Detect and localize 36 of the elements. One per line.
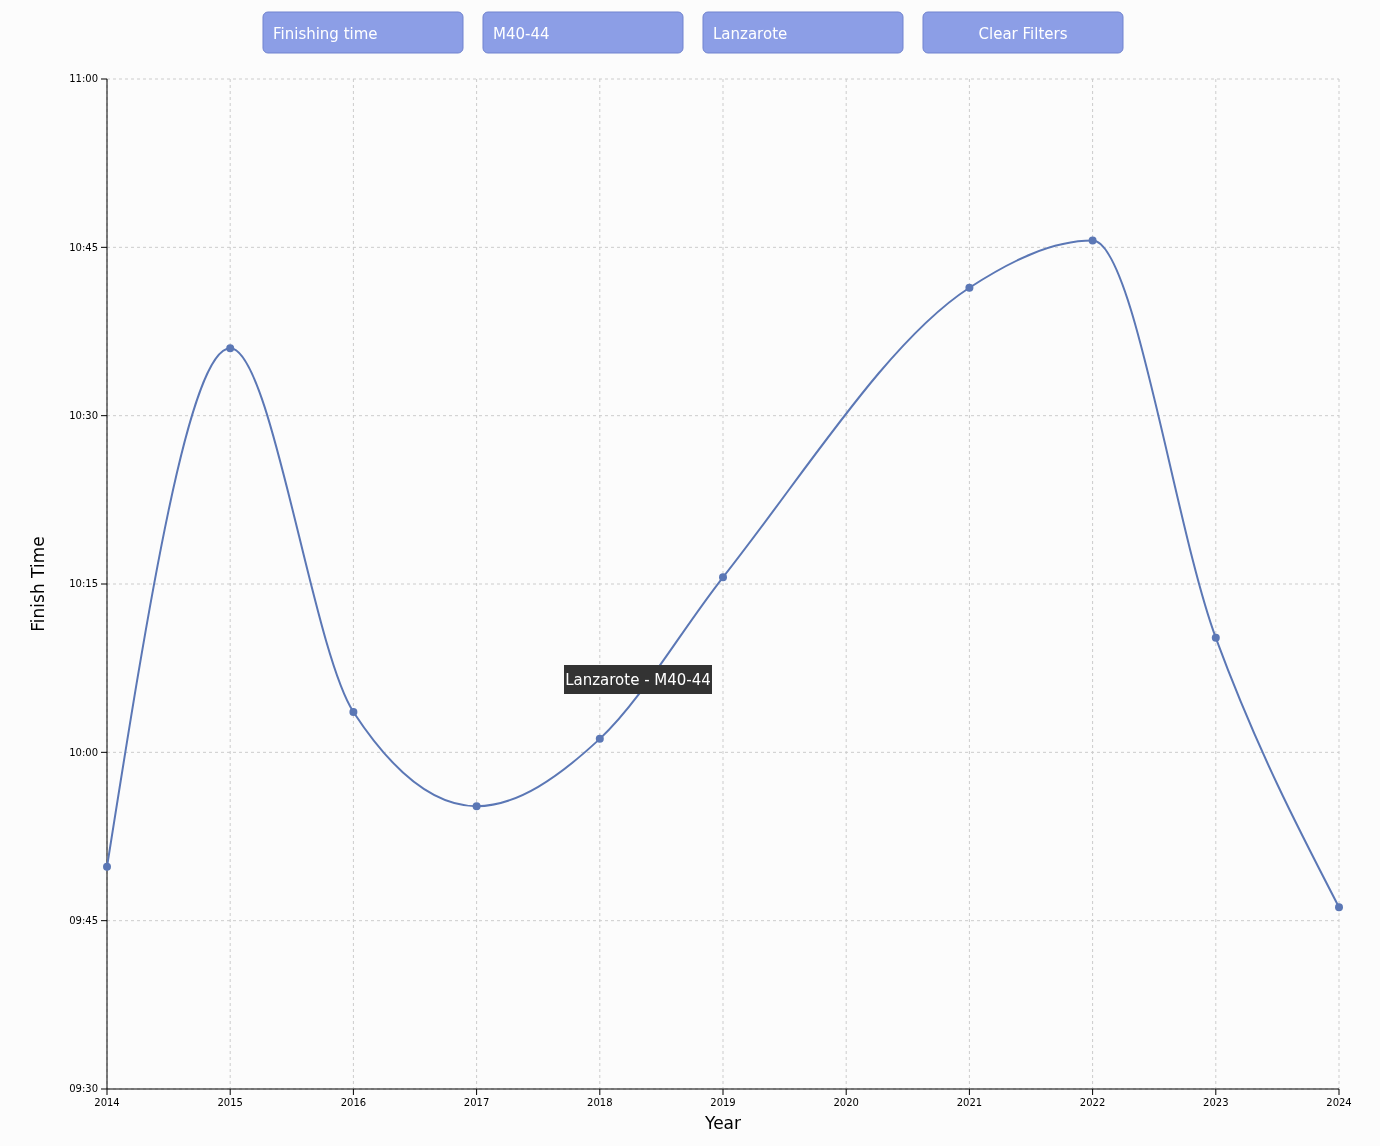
point — [226, 344, 235, 353]
x-tick-label: 2017 — [463, 1097, 490, 1108]
point — [595, 734, 604, 743]
x-tick-label: 2023 — [1203, 1097, 1229, 1108]
x-tick-label: 2018 — [587, 1097, 613, 1108]
y-tick-label: 11:00 — [69, 73, 98, 85]
y-tick-label: 10:00 — [69, 746, 98, 758]
filter-button: Lanzarote — [702, 11, 904, 54]
y-tick-label: 10:15 — [69, 578, 98, 590]
x-tick-label: 2015 — [217, 1097, 243, 1108]
x-tick-label: 2014 — [94, 1097, 120, 1108]
point — [103, 862, 111, 871]
point — [719, 573, 727, 582]
x-tick-label: 2016 — [340, 1097, 367, 1108]
y-tick-label: 09:30 — [69, 1083, 98, 1095]
x-axis-title: Year — [704, 1113, 741, 1133]
annotation: Lanzarote - M40-44 — [565, 671, 711, 689]
filter-button: Finishing time — [262, 11, 464, 54]
point — [1088, 236, 1097, 245]
point — [349, 707, 358, 716]
tooltip: Lanzarote - M40-44 — [564, 665, 712, 694]
y-tick-label: 10:45 — [69, 241, 98, 253]
y-tick-label: 10:30 — [69, 409, 98, 421]
y-axis-title: Finish Time — [28, 536, 48, 632]
x-tick-label: 2020 — [833, 1097, 859, 1108]
x-tick-label: 2019 — [710, 1097, 736, 1108]
point — [1335, 903, 1343, 912]
x-tick-label: 2024 — [1326, 1097, 1352, 1108]
x-tick-label: 2022 — [1079, 1097, 1106, 1108]
point — [472, 802, 481, 811]
x-tick-label: 2021 — [956, 1097, 983, 1108]
filter-button: Clear Filters — [922, 11, 1124, 54]
point — [1211, 633, 1220, 642]
filter-button: M40-44 — [482, 11, 684, 54]
y-tick-label: 09:45 — [69, 914, 98, 926]
point — [965, 283, 974, 292]
